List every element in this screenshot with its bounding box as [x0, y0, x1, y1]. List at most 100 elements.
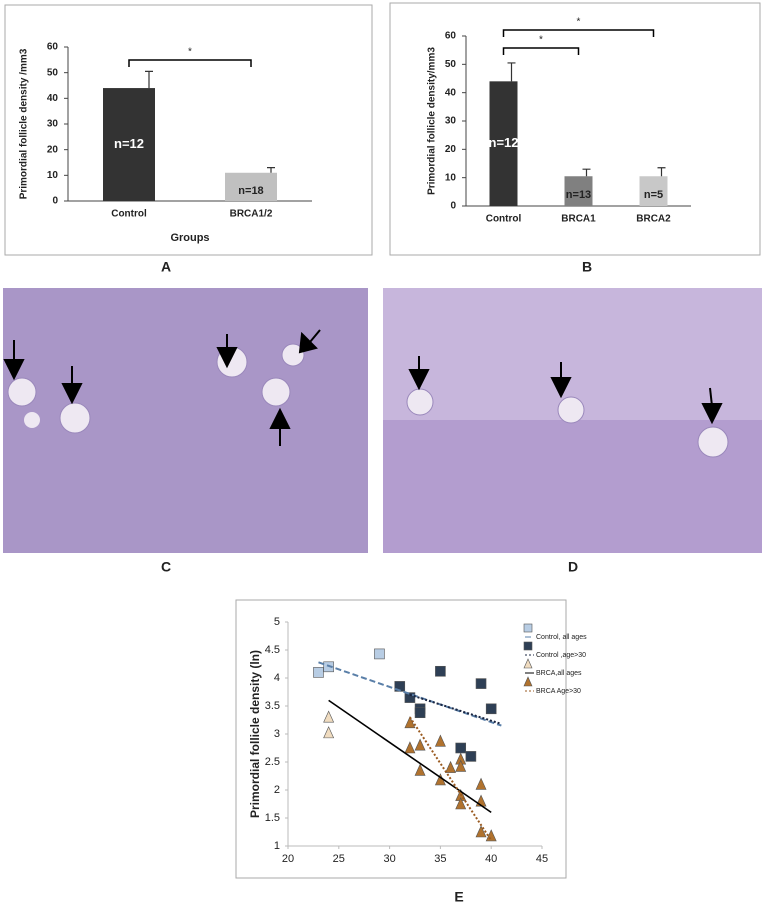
y-tick-label: 20: [445, 144, 457, 155]
error-bar: [582, 168, 591, 177]
bar-label: n=13: [566, 189, 591, 201]
y-tick-label: 4.5: [265, 644, 280, 656]
y-tick-label: 60: [445, 31, 457, 42]
y-tick-label: 1.5: [265, 812, 280, 824]
y-tick-label: 0: [450, 201, 456, 212]
y-axis-label: Primordial follicle density /mm3: [19, 48, 30, 199]
trend-line: [409, 716, 493, 841]
significance-label: *: [577, 17, 581, 28]
error-bar: [507, 62, 516, 82]
scatter-point: [455, 742, 467, 754]
legend-label: Control, all ages: [536, 634, 587, 641]
panel-a-frame: [4, 4, 373, 256]
scatter-point: [434, 734, 446, 747]
y-tick-label: 30: [445, 116, 457, 127]
scatter-point: [523, 676, 533, 687]
significance-bracket: [128, 59, 252, 67]
micrograph-c: [3, 288, 368, 553]
y-tick-label: 0: [52, 196, 58, 207]
y-tick-label: 3.5: [265, 700, 280, 712]
scatter-point: [485, 703, 497, 715]
scatter-point: [414, 707, 426, 719]
scatter-point: [313, 667, 324, 678]
panel-letter: B: [582, 259, 592, 275]
scatter-point: [374, 648, 385, 660]
panel-e-frame: [235, 599, 567, 879]
x-tick-label: 25: [333, 853, 345, 865]
bar: [103, 88, 155, 201]
legend-label: BRCA,all ages: [536, 670, 582, 677]
y-tick-label: 50: [445, 59, 457, 70]
scatter-point: [465, 751, 477, 762]
y-tick-label: 3: [274, 728, 280, 740]
y-tick-label: 40: [47, 93, 59, 104]
x-tick-label: Control: [111, 209, 147, 220]
scatter-point: [523, 623, 533, 633]
legend-label: BRCA Age>30: [536, 688, 581, 695]
significance-label: *: [539, 35, 543, 46]
x-tick-label: 40: [485, 853, 497, 865]
scatter-point: [404, 741, 416, 754]
x-tick-label: BRCA2: [636, 214, 671, 225]
trend-line: [328, 699, 492, 814]
scatter-point: [414, 738, 426, 751]
y-tick-label: 60: [47, 42, 59, 53]
panel-letter: A: [161, 259, 171, 275]
scatter-point: [404, 692, 416, 703]
x-tick-label: Control: [486, 214, 522, 225]
x-tick-label: 30: [383, 853, 395, 865]
y-tick-label: 4: [274, 672, 280, 684]
bar-label: n=12: [114, 136, 144, 151]
x-tick-label: 45: [536, 853, 548, 865]
bar: [225, 172, 277, 201]
y-tick-label: 2: [274, 784, 280, 796]
scatter-point: [523, 641, 533, 651]
significance-bracket: [502, 47, 580, 55]
x-tick-label: 20: [282, 853, 294, 865]
panel-letter: D: [568, 559, 578, 575]
bar: [564, 176, 593, 206]
x-tick-label: BRCA1: [561, 214, 596, 225]
scatter-point: [455, 797, 467, 810]
scatter-point: [445, 760, 457, 773]
panel-b-frame: [389, 2, 761, 256]
bar: [639, 176, 668, 206]
bar-label: n=5: [644, 189, 663, 201]
scatter-point: [475, 825, 487, 838]
x-tick-label: BRCA1/2: [230, 209, 273, 220]
panel-letter: C: [161, 559, 171, 575]
y-tick-label: 40: [445, 87, 457, 98]
x-tick-label: 35: [434, 853, 446, 865]
scatter-point: [455, 759, 467, 772]
scatter-point: [323, 726, 335, 739]
scatter-point: [475, 777, 487, 790]
bar-label: n=18: [238, 185, 263, 197]
scatter-point: [435, 665, 446, 677]
scatter-point: [414, 763, 426, 776]
micrograph-d: [383, 288, 762, 553]
scatter-point: [323, 710, 335, 723]
y-axis-label: Primordial follicle density/mm3: [427, 47, 438, 195]
y-tick-label: 10: [445, 172, 457, 183]
y-tick-label: 1: [274, 840, 280, 852]
legend-label: Control ,age>30: [536, 652, 586, 659]
y-tick-label: 20: [47, 144, 59, 155]
bar-label: n=12: [489, 135, 519, 150]
y-axis-label: Primordial follicle density (ln): [248, 650, 262, 818]
bar: [489, 81, 518, 206]
y-tick-label: 10: [47, 170, 59, 181]
scatter-point: [523, 658, 533, 669]
y-tick-label: 50: [47, 67, 59, 78]
trend-line: [318, 661, 502, 727]
y-tick-label: 2.5: [265, 756, 280, 768]
significance-label: *: [188, 47, 192, 58]
error-bar: [145, 70, 153, 89]
y-tick-label: 5: [274, 616, 280, 628]
panel-letter: E: [454, 889, 463, 905]
significance-bracket: [502, 29, 655, 37]
error-bar: [267, 167, 275, 173]
scatter-point: [475, 678, 487, 689]
x-axis-label: Groups: [170, 232, 209, 244]
error-bar: [657, 167, 666, 177]
